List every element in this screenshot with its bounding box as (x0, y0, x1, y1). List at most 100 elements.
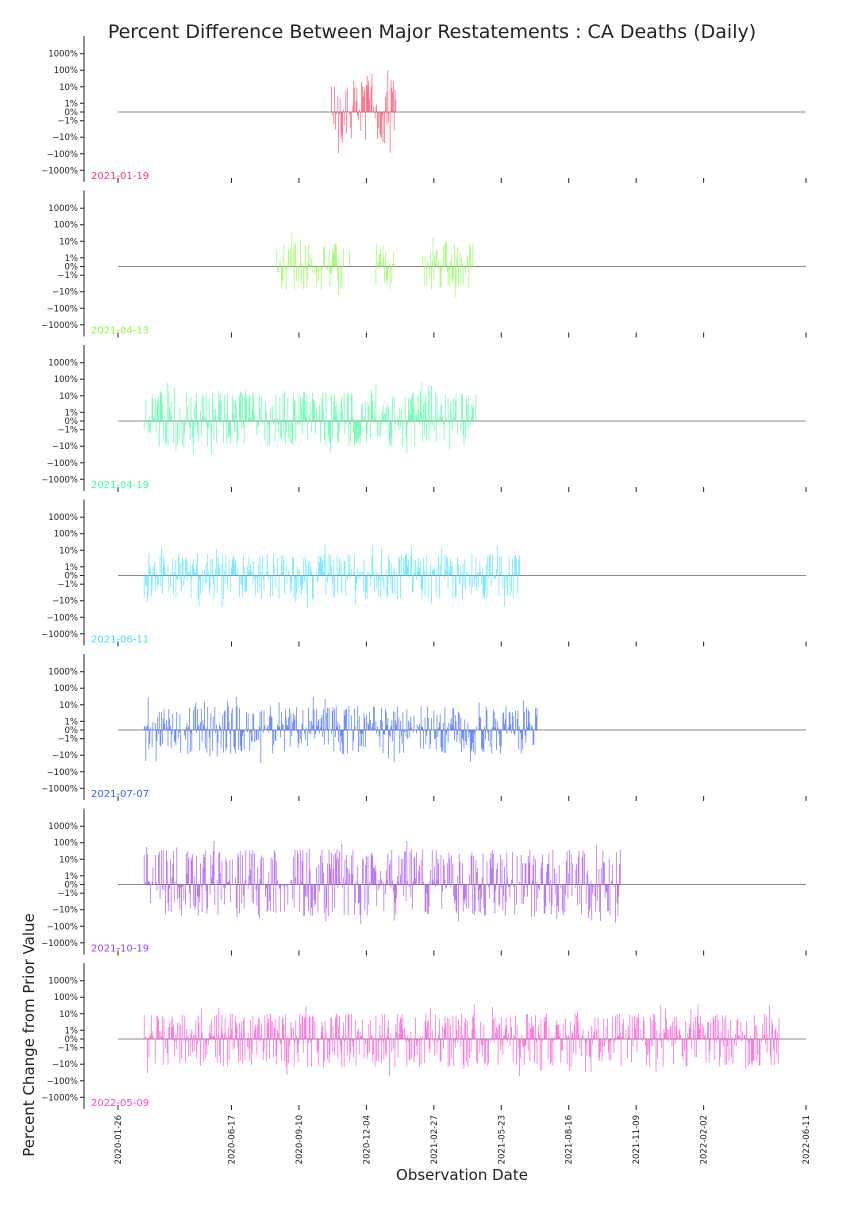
x-tick-label: 2021-05-23 (497, 1115, 507, 1164)
panel-2021-10-19: 1000% 100% 10% 1%0%−1% −10% −100% −1000% 2021-1… (41, 808, 807, 956)
y-tick-label: −10% (52, 133, 78, 143)
series-bars (143, 1004, 780, 1077)
y-tick-label: 1% (65, 408, 79, 418)
series-bars (143, 840, 621, 925)
y-tick-label: −1% (57, 889, 78, 899)
y-tick-label: −1000% (41, 1093, 78, 1103)
y-tick-label: 10% (59, 237, 78, 247)
y-tick-label: −1% (57, 426, 78, 436)
panel-label: 2021-06-11 (91, 635, 149, 646)
chart-title: Percent Difference Between Major Restate… (108, 21, 756, 43)
panel-2021-04-13: 1000% 100% 10% 1%0%−1% −10% −100% −1000% 2021-0… (41, 190, 807, 338)
y-tick-label: 100% (54, 221, 78, 231)
x-axis-label: Observation Date (396, 1166, 528, 1184)
x-tick-label: 2020-12-04 (362, 1115, 372, 1164)
panel-label: 2021-10-19 (91, 944, 149, 955)
panel-label: 2021-01-19 (91, 171, 149, 182)
x-tick-label: 2021-11-09 (632, 1115, 642, 1164)
y-axis-label: Percent Change from Prior Value (20, 913, 38, 1157)
y-tick-label: −10% (52, 288, 78, 298)
panel-2022-05-09: 1000% 100% 10% 1%0%−1% −10% −100% −1000% 2022-0… (41, 963, 807, 1110)
y-tick-label: −100% (47, 613, 78, 623)
x-tick-label: 2022-02-02 (700, 1115, 710, 1164)
y-tick-label: −100% (47, 459, 78, 469)
x-tick-label: 2020-09-10 (295, 1115, 305, 1164)
panel-2021-01-19: 1000% 100% 10% 1%0%−1% −10% −100% −1000% 2021-0… (41, 36, 807, 183)
y-tick-label: 10% (59, 855, 78, 865)
y-tick-label: −1% (57, 1044, 78, 1054)
y-tick-label: 0% (65, 1035, 79, 1045)
y-tick-label: 0% (65, 263, 79, 273)
panel-label: 2021-04-19 (91, 480, 149, 491)
panel-label: 2022-05-09 (91, 1098, 149, 1109)
panels: 1000%100%10%1%0%−1%−10%−100%−1000% 2021-0… (41, 36, 807, 1110)
y-tick-label: −1000% (41, 630, 78, 640)
y-tick-label: −1% (57, 271, 78, 281)
y-tick-label: −1000% (41, 475, 78, 485)
y-tick-label: 10% (59, 83, 78, 93)
y-tick-label: 0% (65, 881, 79, 891)
y-tick-label: −100% (47, 922, 78, 932)
y-tick-label: 1% (65, 717, 79, 727)
y-tick-label: 1% (65, 1026, 79, 1036)
panel-2021-06-11: 1000% 100% 10% 1%0%−1% −10% −100% −1000% 2021-0… (41, 499, 807, 647)
y-tick-label: 1% (65, 254, 79, 264)
y-tick-label: 10% (59, 1010, 78, 1020)
y-tick-label: 10% (59, 701, 78, 711)
y-tick-label: −10% (52, 442, 78, 452)
panel-label: 2021-04-13 (91, 326, 149, 337)
y-tick-label: 1000% (48, 359, 78, 369)
x-tick-label: 2022-06-11 (802, 1115, 812, 1164)
x-tick-label: 2021-02-27 (430, 1115, 440, 1164)
y-tick-label: 100% (54, 530, 78, 540)
y-tick-label: −10% (52, 751, 78, 761)
y-tick-label: −1% (57, 735, 78, 745)
y-tick-label: 1% (65, 563, 79, 573)
y-tick-label: −1% (57, 580, 78, 590)
y-tick-label: 0% (65, 108, 79, 118)
y-tick-label: 1000% (48, 50, 78, 60)
x-tick-label: 2021-08-16 (565, 1115, 575, 1164)
y-tick-label: 1% (65, 872, 79, 882)
y-tick-label: 0% (65, 417, 79, 427)
y-tick-label: −10% (52, 906, 78, 916)
y-tick-label: 100% (54, 839, 78, 849)
y-tick-label: 10% (59, 392, 78, 402)
y-tick-label: 1000% (48, 513, 78, 523)
y-tick-label: −1000% (41, 166, 78, 176)
series-bars (331, 70, 397, 154)
panel-2021-07-07: 1000% 100% 10% 1%0%−1% −10% −100% −1000% 2021-0… (41, 654, 807, 801)
x-tick-label: 2020-06-17 (228, 1115, 238, 1164)
series-bars (143, 544, 520, 608)
y-tick-label: −1000% (41, 784, 78, 794)
y-tick-label: 1000% (48, 204, 78, 214)
y-tick-label: 1% (65, 99, 79, 109)
y-tick-label: 100% (54, 993, 78, 1003)
panel-label: 2021-07-07 (91, 789, 149, 800)
y-tick-label: 1000% (48, 977, 78, 987)
y-tick-label: 10% (59, 546, 78, 556)
y-tick-label: −10% (52, 597, 78, 607)
y-tick-label: −100% (47, 304, 78, 314)
y-tick-label: −10% (52, 1060, 78, 1070)
panel-2021-04-19: 1000% 100% 10% 1%0%−1% −10% −100% −1000% 2021-0… (41, 345, 807, 492)
y-tick-label: 100% (54, 684, 78, 694)
y-tick-label: 0% (65, 572, 79, 582)
y-tick-label: −100% (47, 768, 78, 778)
x-axis: 2020-01-26 2020-06-17 2020-09-10 2020-12-04… (114, 1115, 812, 1164)
series-bars (276, 232, 474, 298)
y-tick-label: 100% (54, 66, 78, 76)
y-tick-label: −100% (47, 1077, 78, 1087)
series-bars (143, 382, 477, 456)
x-tick-label: 2020-01-26 (114, 1115, 124, 1164)
y-tick-label: −1000% (41, 321, 78, 331)
y-tick-label: −1000% (41, 939, 78, 949)
y-tick-label: 0% (65, 726, 79, 736)
y-tick-label: 100% (54, 375, 78, 385)
y-tick-label: −100% (47, 150, 78, 160)
y-tick-label: 1000% (48, 668, 78, 678)
series-bars (143, 696, 538, 764)
y-tick-label: −1% (57, 117, 78, 127)
y-tick-label: 1000% (48, 822, 78, 832)
